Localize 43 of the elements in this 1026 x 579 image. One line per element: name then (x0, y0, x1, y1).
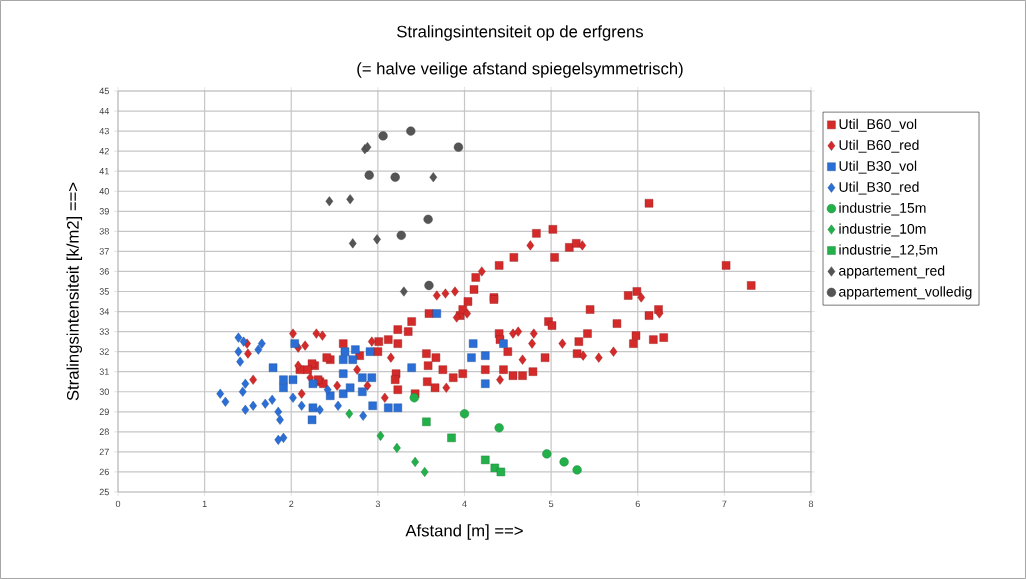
y-tick-label: 37 (99, 248, 109, 255)
x-tick-label: 7 (722, 500, 727, 507)
y-tick-label: 40 (99, 188, 109, 195)
y-tick-label: 44 (99, 107, 110, 115)
x-tick-label: 6 (635, 500, 640, 508)
x-tick-label: 4 (462, 500, 467, 507)
x-tick-label: 2 (289, 500, 294, 508)
legend-label: industrie_15m (839, 202, 926, 216)
y-tick-label: 28 (99, 428, 109, 436)
y-tick-label: 26 (99, 468, 109, 476)
x-tick-label: 0 (115, 500, 121, 508)
x-tick-label: 3 (375, 500, 380, 508)
chart-subtitle: (= halve veilige afstand spiegelsymmetrisch) (357, 62, 683, 78)
legend-label: Util_B60_red (839, 139, 919, 153)
y-tick-label: 43 (99, 127, 109, 135)
y-tick-label: 45 (99, 87, 109, 95)
y-tick-label: 31 (99, 368, 109, 375)
y-tick-label: 38 (99, 228, 109, 235)
x-tick-label: 1 (202, 500, 207, 507)
y-tick-label: 42 (99, 147, 109, 155)
y-axis-title: Stralingsintensiteit [k/m2] ==> (66, 182, 83, 401)
legend-label: Util_B60_vol (839, 118, 917, 132)
y-tick-label: 27 (99, 448, 109, 456)
legend-label: Util_B30_red (839, 181, 919, 195)
legend-label: industrie_10m (839, 223, 926, 237)
x-tick-label: 5 (548, 500, 554, 508)
y-tick-label: 30 (99, 388, 109, 395)
x-tick-label: 8 (808, 500, 814, 508)
y-tick-label: 34 (99, 308, 110, 315)
legend-label: industrie_12,5m (839, 244, 938, 258)
y-tick-label: 32 (99, 348, 109, 355)
x-axis-title: Afstand [m] ==> (405, 524, 523, 540)
y-tick-label: 25 (99, 488, 109, 496)
y-tick-label: 41 (99, 168, 109, 175)
y-tick-label: 29 (99, 408, 109, 415)
chart-title: Stralingsintensiteit op de erfgrens (397, 25, 644, 41)
legend-label: appartement_volledig (839, 286, 972, 300)
y-tick-label: 36 (99, 268, 109, 275)
legend-label: Util_B30_vol (839, 160, 917, 174)
y-tick-label: 39 (99, 208, 109, 215)
y-tick-label: 33 (99, 328, 109, 335)
y-tick-label: 35 (99, 288, 109, 295)
legend-label: appartement_red (839, 265, 945, 279)
